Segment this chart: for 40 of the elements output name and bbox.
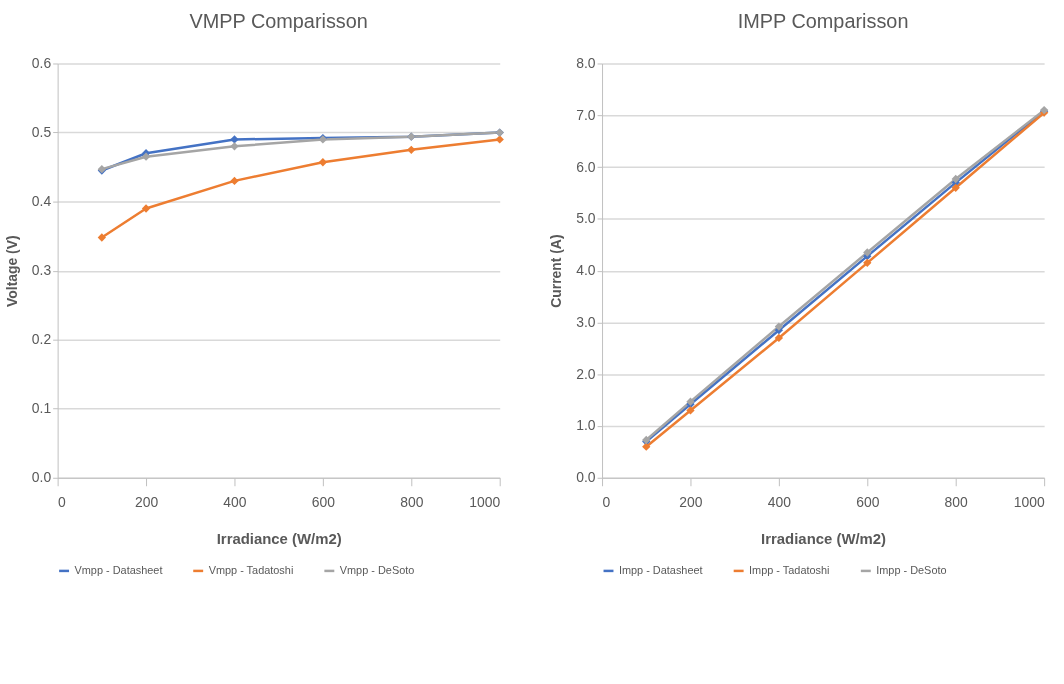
y-tick-label: 6.0 (576, 158, 596, 175)
y-tick-label: 0.0 (576, 469, 596, 486)
legend-label: Vmpp - Datasheet (74, 563, 163, 576)
chart-title: VMPP Comparisson (189, 9, 368, 32)
x-tick-label: 400 (767, 494, 792, 511)
x-tick-label: 0 (58, 494, 67, 511)
x-tick-label: 200 (134, 494, 159, 511)
y-tick-label: 1.0 (576, 417, 596, 434)
x-tick-label: 200 (679, 494, 703, 511)
y-tick-label: 2.0 (576, 365, 596, 382)
chart-title: IMPP Comparisson (737, 9, 909, 32)
y-axis-title: Current (A) (548, 234, 565, 308)
legend-label: Impp - Datasheet (618, 563, 703, 576)
y-axis-title: Voltage (V) (3, 235, 20, 307)
legend-label: Impp - Tadatoshi (749, 563, 830, 576)
x-axis-title: Irradiance (W/m2) (216, 530, 342, 547)
y-tick-label: 8.0 (576, 54, 596, 71)
legend-label: Vmpp - DeSoto (339, 563, 415, 576)
y-tick-label: 5.0 (576, 210, 596, 227)
y-tick-label: 0.5 (31, 124, 52, 141)
x-tick-label: 600 (856, 494, 880, 511)
y-tick-label: 0.1 (31, 400, 52, 417)
x-tick-label: 600 (311, 494, 336, 511)
x-axis-title: Irradiance (W/m2) (761, 530, 887, 547)
legend-label: Vmpp - Tadatoshi (208, 563, 294, 576)
y-tick-label: 4.0 (576, 262, 596, 279)
y-tick-label: 0.3 (31, 262, 52, 279)
y-tick-label: 0.6 (31, 54, 52, 71)
y-tick-label: 0.0 (31, 469, 52, 486)
y-tick-label: 3.0 (576, 313, 596, 330)
x-tick-label: 0 (602, 494, 611, 511)
legend-label: Impp - DeSoto (876, 563, 947, 576)
x-tick-label: 1000 (469, 494, 501, 511)
y-tick-label: 7.0 (576, 106, 596, 123)
y-tick-label: 0.4 (31, 193, 52, 210)
y-tick-label: 0.2 (31, 331, 52, 348)
x-tick-label: 800 (400, 494, 424, 511)
x-tick-label: 400 (223, 494, 247, 511)
x-tick-label: 800 (944, 494, 969, 511)
x-tick-label: 1000 (1013, 494, 1045, 511)
